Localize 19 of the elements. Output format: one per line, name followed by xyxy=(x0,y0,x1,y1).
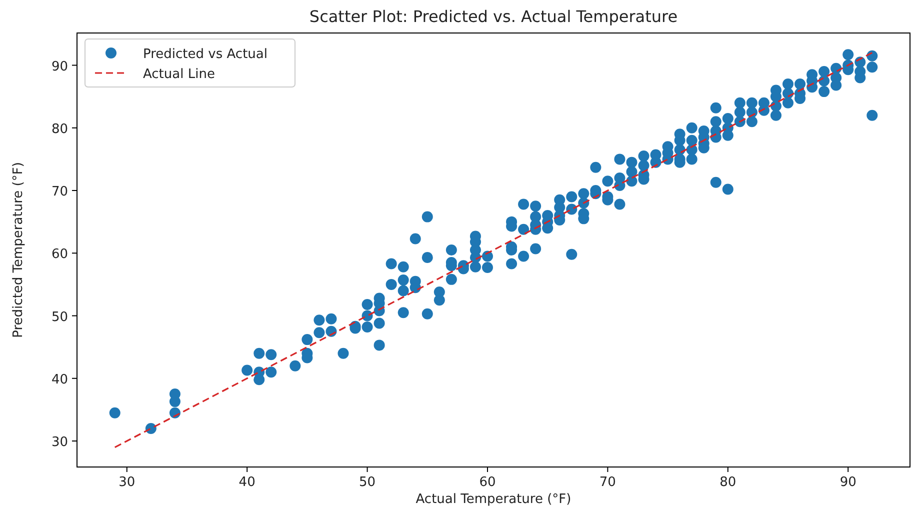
y-tick-label: 60 xyxy=(51,247,68,262)
x-tick-label: 40 xyxy=(238,475,256,490)
x-tick-label: 30 xyxy=(118,475,136,490)
x-axis-title: Actual Temperature (°F) xyxy=(416,492,572,507)
y-axis-title: Predicted Temperature (°F) xyxy=(11,162,26,338)
y-tick-label: 90 xyxy=(51,59,68,74)
legend-label: Actual Line xyxy=(143,67,215,82)
chart-title: Scatter Plot: Predicted vs. Actual Temperature xyxy=(309,7,678,26)
x-tick-label: 90 xyxy=(840,475,856,490)
y-tick-label: 70 xyxy=(51,184,68,200)
x-tick-label: 60 xyxy=(479,475,496,490)
x-tick-label: 70 xyxy=(599,475,616,490)
x-tick-label: 50 xyxy=(359,475,376,490)
legend-label: Predicted vs Actual xyxy=(143,47,268,62)
y-tick-label: 40 xyxy=(51,372,68,388)
x-tick-label: 80 xyxy=(720,475,736,490)
y-tick-label: 50 xyxy=(51,310,68,325)
y-tick-label: 30 xyxy=(51,435,68,450)
y-tick-label: 80 xyxy=(51,122,68,137)
